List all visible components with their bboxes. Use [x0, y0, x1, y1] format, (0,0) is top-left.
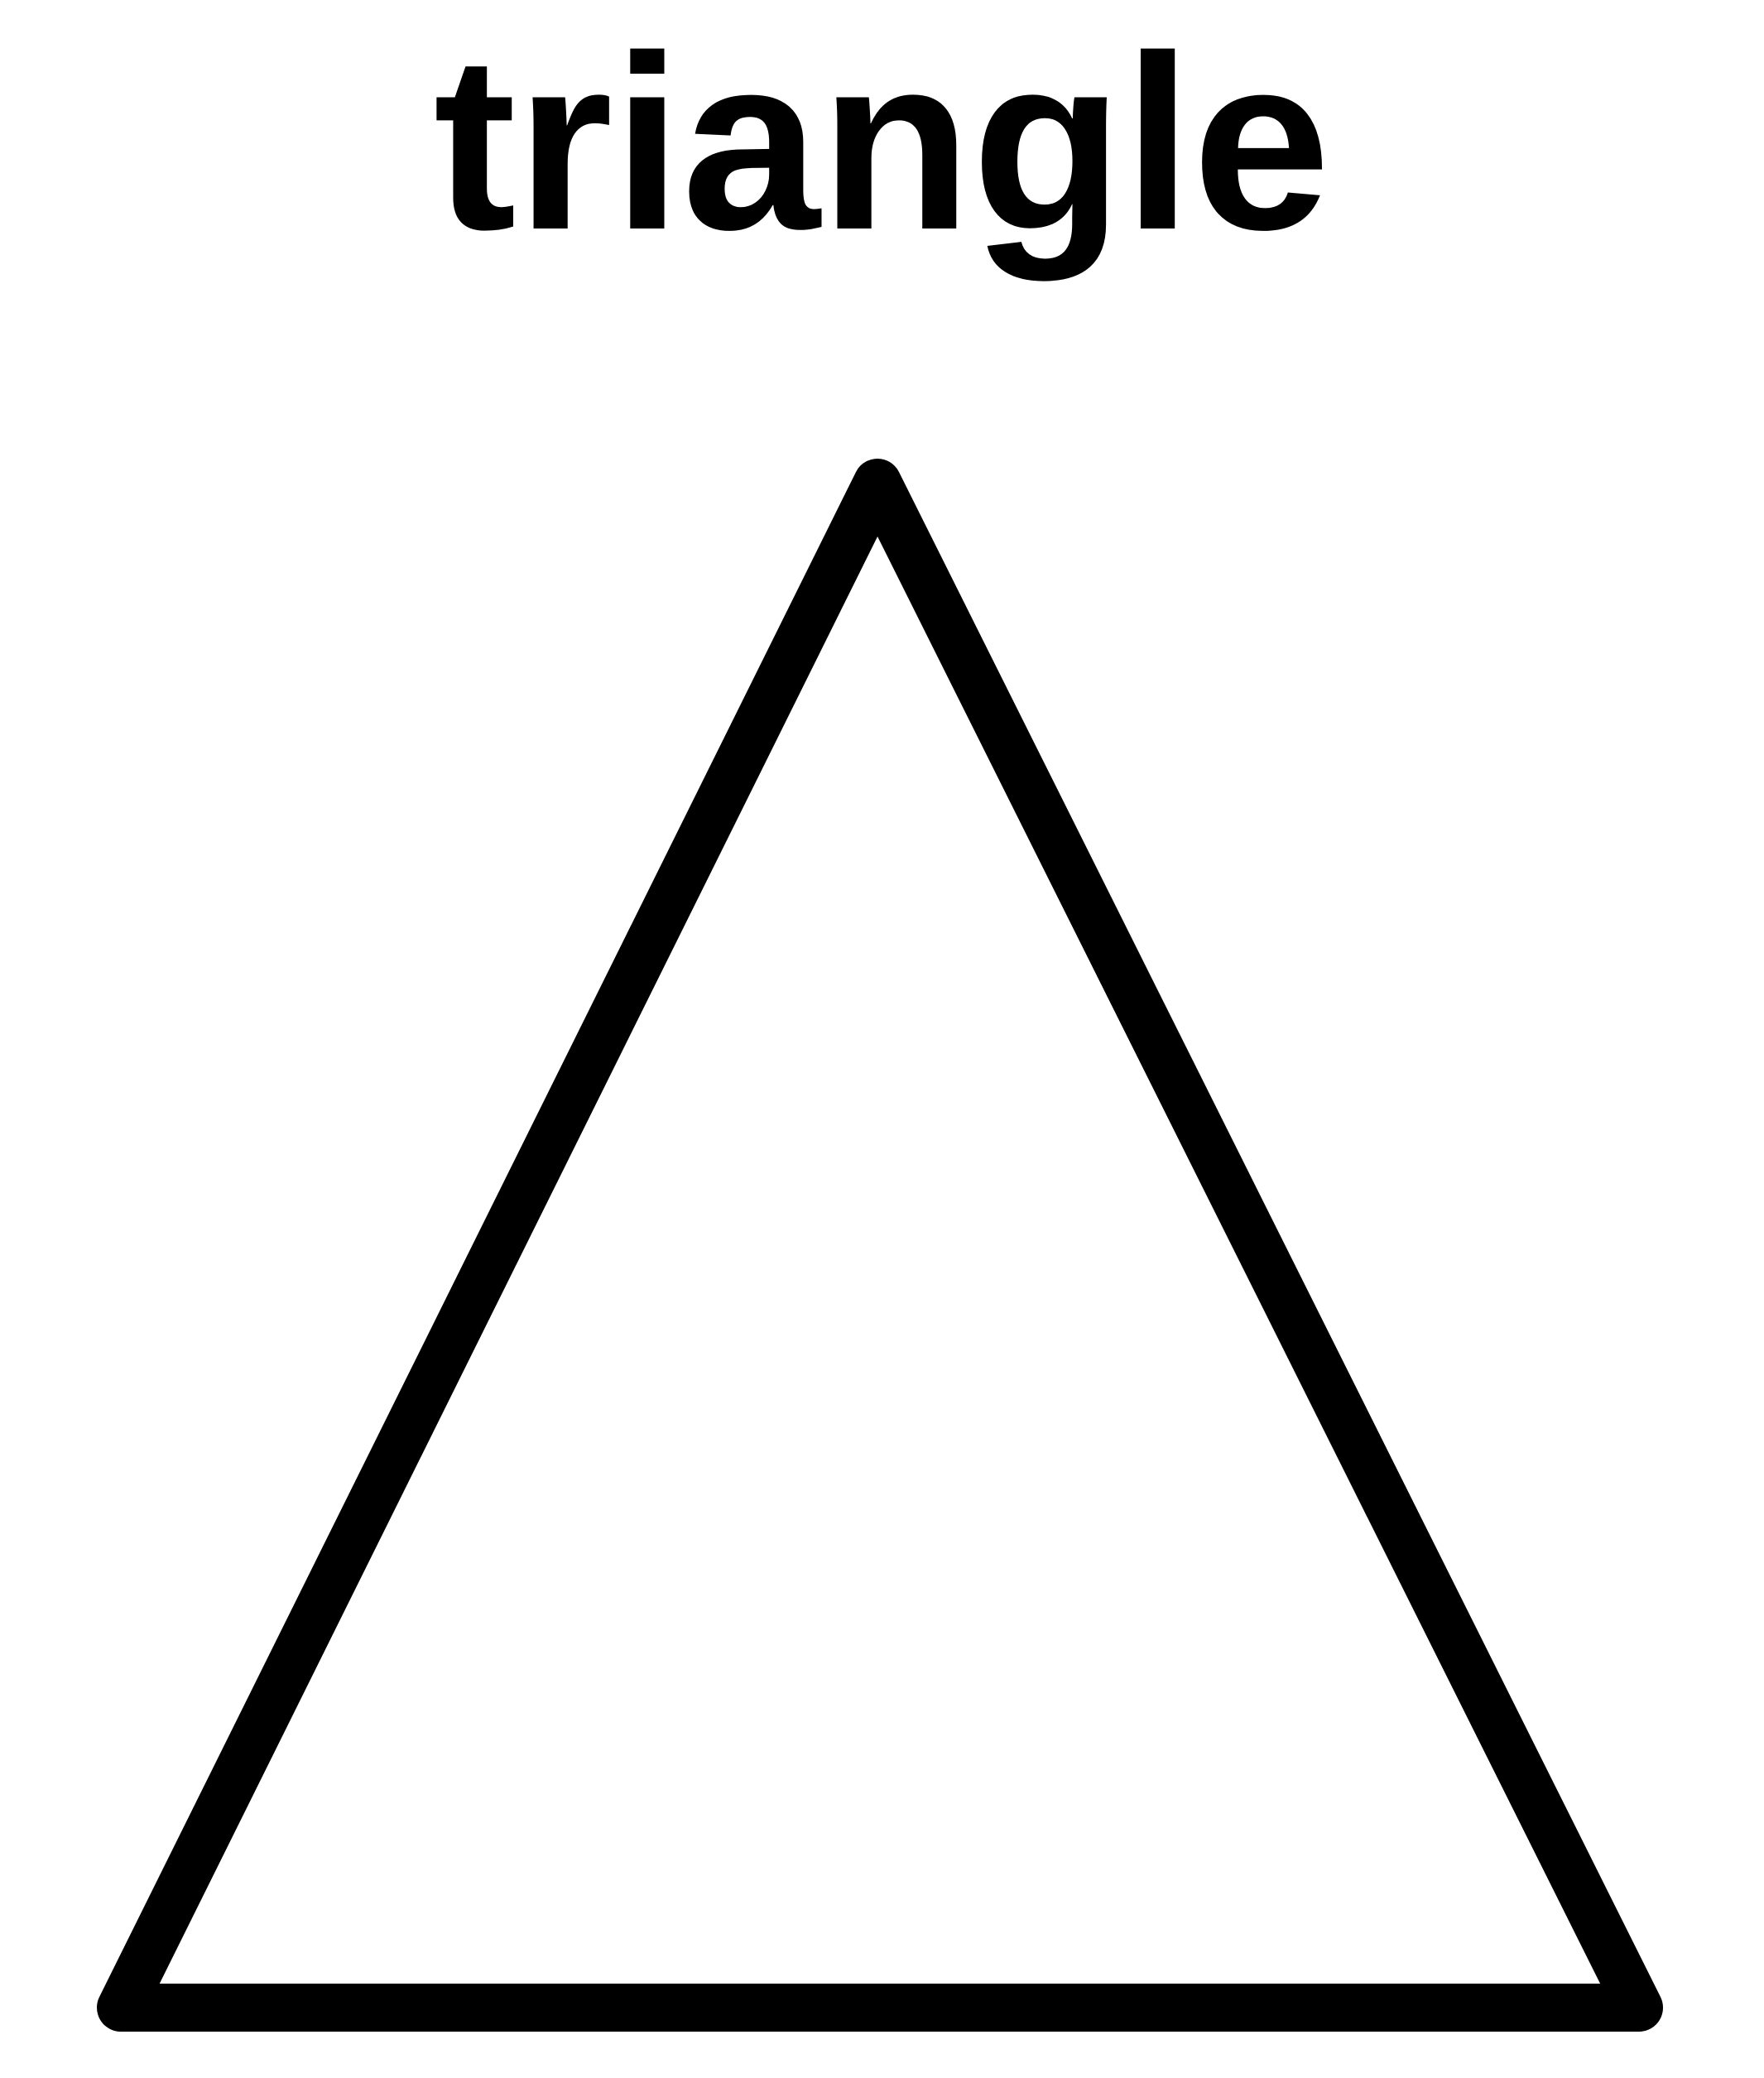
shape-title: triangle: [433, 3, 1331, 281]
triangle-shape: [97, 459, 1663, 2032]
